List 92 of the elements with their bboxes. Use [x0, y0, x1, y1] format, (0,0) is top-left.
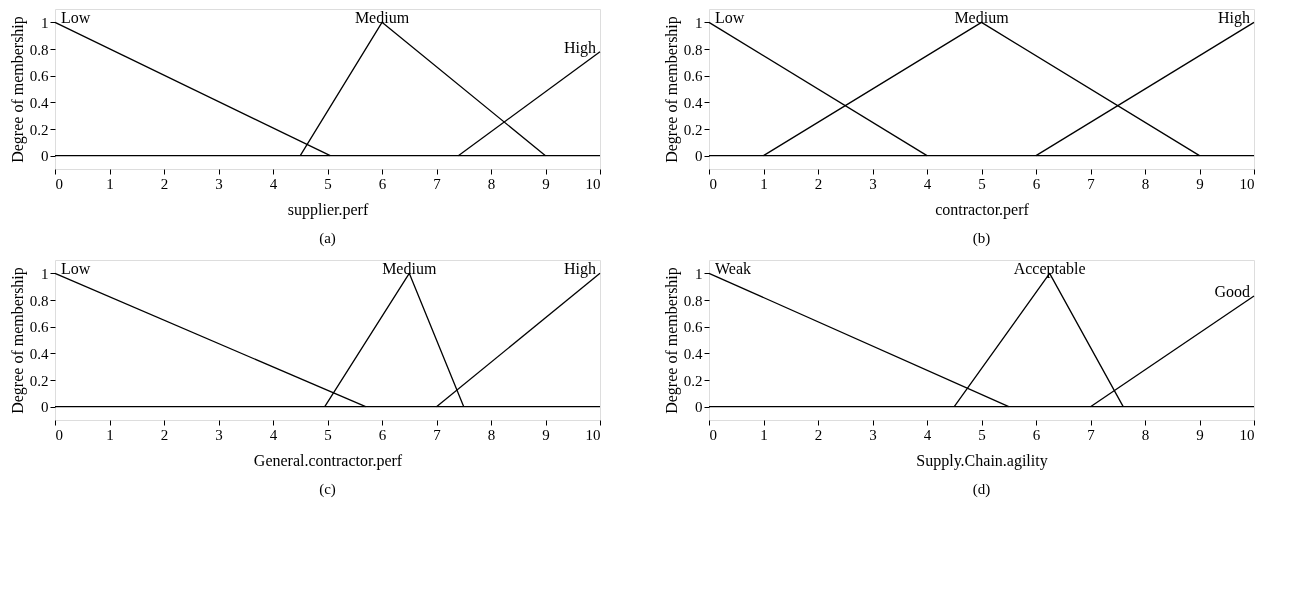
x-tick-label: 3: [869, 175, 877, 192]
x-tick-label: 4: [923, 426, 932, 443]
x-tick-label: 5: [324, 426, 332, 443]
y-tick-label: 0.4: [29, 94, 49, 111]
series-label: Medium: [954, 9, 1010, 27]
y-tick-label: 0.6: [683, 68, 703, 85]
series-label: High: [1218, 9, 1250, 28]
x-tick-label: 10: [585, 426, 601, 443]
series-label: Low: [715, 9, 745, 27]
x-tick-label: 6: [1032, 175, 1041, 192]
x-tick-label: 5: [978, 426, 986, 443]
series-label: Acceptable: [1013, 260, 1086, 279]
series-label: Medium: [354, 9, 410, 27]
y-tick-label: 0.6: [29, 319, 49, 336]
x-tick-label: 2: [814, 175, 823, 192]
x-tick-label: 2: [160, 426, 169, 443]
y-tick-label: 0.2: [683, 372, 703, 389]
y-tick-label: 0.2: [683, 121, 703, 138]
x-axis-title: supplier.perf: [287, 200, 369, 219]
series-label: Low: [61, 260, 91, 278]
x-tick-label: 5: [324, 175, 332, 192]
x-tick-label: 9: [542, 175, 550, 192]
x-tick-label: 8: [1141, 175, 1150, 192]
x-tick-label: 9: [1196, 175, 1204, 192]
x-tick-label: 1: [106, 426, 114, 443]
series-label: High: [564, 260, 596, 279]
x-tick-label: 3: [215, 426, 223, 443]
text: (c): [319, 481, 336, 498]
x-tick-label: 0: [55, 426, 63, 443]
x-tick-label: 1: [106, 175, 114, 192]
x-tick-label: 4: [923, 175, 932, 192]
y-tick-label: 1: [41, 265, 49, 282]
x-tick-label: 9: [542, 426, 550, 443]
x-tick-label: 7: [1087, 426, 1096, 443]
text: (b): [972, 230, 991, 247]
y-axis-title: Degree of membership: [8, 16, 27, 163]
y-tick-label: 0: [41, 148, 49, 165]
x-tick-label: 4: [269, 426, 278, 443]
y-tick-label: 0.8: [29, 41, 49, 58]
y-tick-label: 1: [695, 14, 703, 31]
x-tick-label: 5: [978, 175, 986, 192]
x-tick-label: 9: [1196, 426, 1204, 443]
series-label: Medium: [382, 260, 437, 278]
x-tick-label: 3: [215, 175, 223, 192]
series-label: Good: [1214, 283, 1250, 300]
x-tick-label: 7: [433, 426, 442, 443]
x-tick-label: 0: [709, 175, 717, 192]
x-tick-label: 1: [760, 426, 768, 443]
y-tick-label: 0.8: [29, 292, 49, 309]
x-tick-label: 8: [487, 426, 496, 443]
y-tick-label: 0.8: [683, 292, 703, 309]
x-axis-title: Supply.Chain.agility: [916, 451, 1048, 470]
y-tick-label: 0.4: [683, 345, 703, 362]
y-tick-label: 0: [41, 399, 49, 416]
x-tick-label: 10: [1239, 426, 1255, 443]
y-tick-label: 0.2: [29, 372, 49, 389]
x-tick-label: 8: [1141, 426, 1150, 443]
text: (d): [972, 481, 991, 498]
x-tick-label: 0: [55, 175, 63, 192]
y-axis-title: Degree of membership: [8, 267, 27, 414]
y-tick-label: 0: [695, 399, 703, 416]
x-axis-title: contractor.perf: [935, 200, 1030, 219]
y-tick-label: 0.6: [29, 68, 49, 85]
series-label: Weak: [715, 260, 752, 278]
series-label: Low: [61, 9, 91, 27]
y-tick-label: 0.4: [29, 345, 49, 362]
text: (a): [319, 230, 336, 247]
x-tick-label: 8: [487, 175, 496, 192]
x-tick-label: 1: [760, 175, 768, 192]
y-tick-label: 0.6: [683, 319, 703, 336]
y-tick-label: 1: [41, 14, 49, 31]
y-tick-label: 0.2: [29, 121, 49, 138]
x-tick-label: 2: [160, 175, 169, 192]
y-axis-title: Degree of membership: [662, 267, 681, 414]
y-tick-label: 1: [695, 265, 703, 282]
series-label: High: [564, 38, 596, 57]
y-tick-label: 0.8: [683, 41, 703, 58]
y-tick-label: 0: [695, 148, 703, 165]
x-tick-label: 6: [378, 426, 387, 443]
x-axis-title: General.contractor.perf: [253, 451, 403, 470]
y-axis-title: Degree of membership: [662, 16, 681, 163]
x-tick-label: 7: [1087, 175, 1096, 192]
x-tick-label: 7: [433, 175, 442, 192]
x-tick-label: 10: [585, 175, 601, 192]
x-tick-label: 0: [709, 426, 717, 443]
x-tick-label: 4: [269, 175, 278, 192]
x-tick-label: 6: [378, 175, 387, 192]
x-tick-label: 6: [1032, 426, 1041, 443]
x-tick-label: 10: [1239, 175, 1255, 192]
x-tick-label: 3: [869, 426, 877, 443]
x-tick-label: 2: [814, 426, 823, 443]
y-tick-label: 0.4: [683, 94, 703, 111]
